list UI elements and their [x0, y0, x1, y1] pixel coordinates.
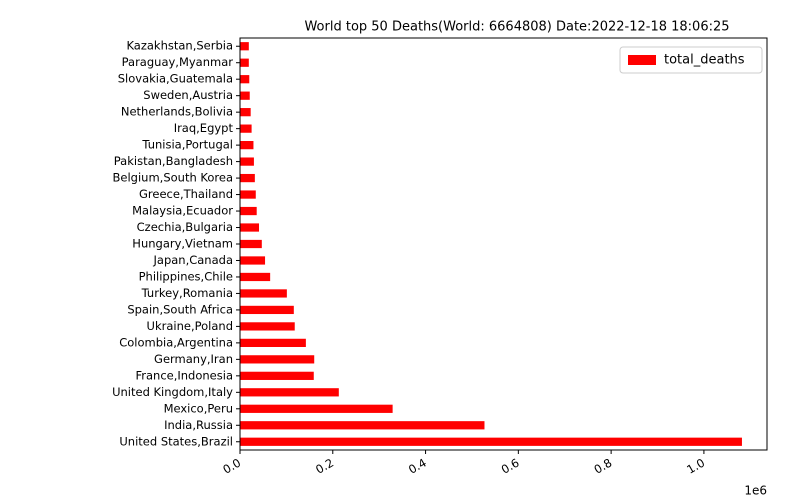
y-tick-label: United Kingdom,Italy [112, 385, 233, 399]
y-tick-label: Philippines,Chile [139, 269, 233, 283]
legend-label: total_deaths [664, 53, 745, 68]
bar [240, 421, 485, 430]
bar [240, 239, 262, 249]
bar [240, 322, 295, 331]
y-tick-label: Slovakia,Guatemala [118, 72, 233, 86]
y-tick-label: Japan,Canada [153, 253, 234, 267]
bar [240, 223, 260, 232]
bar [240, 75, 250, 84]
bar [240, 272, 271, 282]
bar [240, 371, 314, 380]
y-tick-label: Mexico,Peru [164, 401, 233, 415]
legend-swatch [628, 55, 656, 65]
bar [240, 206, 257, 216]
legend-box [619, 46, 763, 74]
x-offset-label: 1e6 [744, 484, 767, 498]
y-tick-label: Pakistan,Bangladesh [114, 154, 233, 168]
y-tick-label: France,Indonesia [135, 368, 233, 382]
y-tick-label: Belgium,South Korea [113, 171, 233, 185]
bar [240, 190, 256, 199]
y-tick-label: India,Russia [164, 418, 233, 432]
bar [240, 404, 393, 413]
bar [240, 108, 251, 117]
y-tick-label: Malaysia,Ecuador [132, 204, 233, 218]
bar [240, 437, 742, 446]
bar [240, 355, 315, 364]
chart-title: World top 50 Deaths(World: 6664808) Date… [304, 20, 729, 35]
y-tick-label: Greece,Thailand [139, 187, 233, 201]
y-tick-label: Iraq,Egypt [174, 121, 234, 135]
y-tick-label: Paraguay,Myanmar [122, 55, 234, 69]
bar [240, 42, 249, 51]
y-tick-label: Tunisia,Portugal [141, 138, 233, 152]
y-tick-label: Czechia,Bulgaria [137, 220, 233, 234]
y-tick-label: Colombia,Argentina [119, 335, 233, 349]
bar [240, 289, 287, 298]
y-tick-label: Turkey,Romania [141, 286, 233, 300]
plot-frame [239, 37, 768, 451]
bar [240, 256, 266, 265]
bar [240, 305, 294, 315]
y-tick-label: Ukraine,Poland [147, 319, 233, 333]
bar [240, 173, 255, 183]
y-tick-label: Kazakhstan,Serbia [126, 39, 233, 53]
bar [240, 157, 254, 166]
bar [240, 124, 252, 133]
bar [240, 91, 250, 100]
bar [240, 338, 306, 347]
y-tick-label: Hungary,Vietnam [132, 237, 233, 251]
bar [240, 58, 249, 67]
bar [240, 141, 254, 150]
y-tick-label: Netherlands,Bolivia [121, 105, 233, 119]
y-tick-label: United States,Brazil [119, 434, 233, 448]
y-tick-label: Spain,South Africa [127, 302, 233, 316]
bar [240, 388, 339, 397]
y-tick-label: Germany,Iran [154, 352, 233, 366]
y-tick-label: Sweden,Austria [143, 88, 233, 102]
